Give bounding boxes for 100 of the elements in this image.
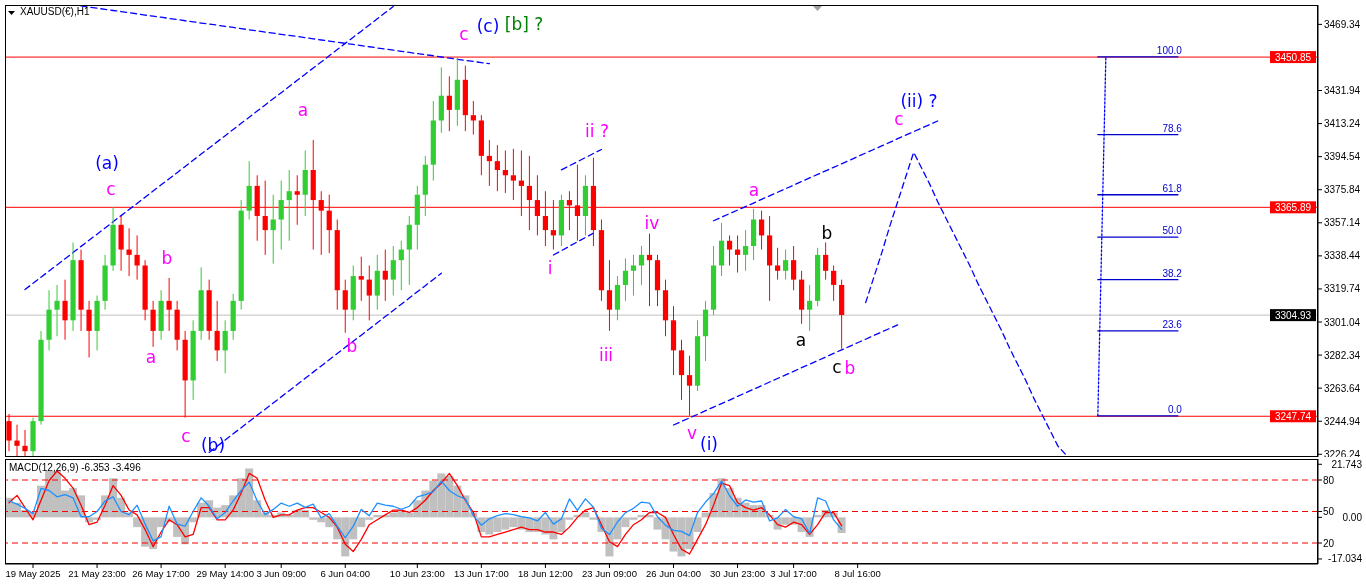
y-tick-label: 0.00 [1342, 511, 1363, 523]
annotation: [b] ? [504, 13, 544, 34]
series-label: 100.0 [1156, 44, 1183, 56]
candlestick [126, 227, 132, 277]
annotation: c [894, 108, 904, 129]
annotation: v [686, 422, 698, 443]
candlestick [638, 245, 645, 286]
series-label: 23.6 [1162, 318, 1183, 330]
x-tick-label: 30 Jun 23:00 [710, 567, 766, 579]
line-series [672, 324, 899, 426]
candlestick [86, 300, 92, 358]
candlestick [807, 284, 813, 332]
candlestick [758, 210, 765, 251]
candlestick [134, 234, 140, 281]
candlestick [398, 240, 404, 291]
y-tick-label: 3244.94 [1324, 415, 1361, 427]
y-tick-label: 3226.24 [1324, 448, 1361, 460]
annotation: ii ? [585, 120, 609, 141]
candlestick [510, 148, 516, 201]
series-label: 61.8 [1162, 182, 1183, 194]
candlestick [14, 424, 20, 457]
candlestick [286, 169, 292, 242]
series-label: 0.0 [1167, 403, 1183, 415]
candlestick [366, 264, 372, 321]
candlestick [823, 241, 829, 281]
x-tick-label: 21 May 23:00 [68, 567, 126, 579]
annotation: (b) [200, 434, 226, 455]
annotation: c [459, 23, 469, 44]
series-label: 38.2 [1162, 267, 1183, 279]
y-tick-label: 3469.34 [1324, 18, 1361, 30]
y-tick-label: 3413.24 [1324, 118, 1361, 130]
x-tick-label: 3 Jul 17:00 [770, 567, 817, 579]
x-tick-label: 26 Jun 04:00 [646, 567, 701, 579]
candlestick [62, 279, 68, 341]
x-tick-label: 3 Jun 09:00 [256, 567, 307, 579]
candlestick [446, 75, 452, 132]
candlestick [54, 284, 60, 337]
candlestick [630, 254, 637, 297]
y-tick-label: 3357.14 [1324, 217, 1361, 229]
annotation: i [547, 257, 553, 278]
candlestick [150, 300, 156, 348]
candlestick [622, 257, 629, 302]
series-label: 50.0 [1162, 225, 1183, 237]
y-tick-label: 3394.54 [1324, 151, 1361, 163]
annotation: b [821, 222, 833, 243]
annotation: b [161, 247, 173, 268]
x-tick-label: 26 May 17:00 [132, 567, 190, 579]
y2-tick-label: 20 [1323, 537, 1335, 549]
candlestick [390, 245, 396, 297]
x-tick-label: 8 Jul 16:00 [834, 567, 881, 579]
annotation: a [145, 346, 157, 367]
x-tick-label: 18 Jun 12:00 [517, 567, 573, 579]
candlestick [606, 259, 613, 332]
chart-title: XAUUSD(€),H1 [20, 6, 90, 18]
candlestick [342, 279, 348, 334]
y-tick-label: 21.743 [1331, 458, 1363, 470]
ref-line-label: 3247.74 [1274, 410, 1312, 422]
candlestick [22, 429, 28, 457]
annotation: (a) [95, 152, 119, 173]
annotation: iii [598, 344, 614, 365]
candlestick [774, 247, 781, 281]
candlestick [214, 300, 220, 362]
annotation: c [106, 178, 116, 199]
y-tick-label: 3338.44 [1324, 250, 1361, 262]
annotation: a [795, 329, 807, 350]
y-tick-label: 3319.74 [1324, 283, 1361, 295]
annotation: (i) [700, 433, 718, 454]
candlestick [791, 245, 797, 291]
annotation: c [832, 356, 842, 377]
annotation: b [844, 357, 856, 378]
y-tick-label: 3375.84 [1324, 184, 1361, 196]
candlestick [726, 234, 733, 266]
ref-line-label: 3365.89 [1274, 201, 1312, 213]
candlestick [382, 249, 388, 302]
candlestick [782, 249, 789, 281]
candlestick [358, 256, 364, 302]
annotation: iv [644, 212, 660, 233]
candlestick [222, 319, 228, 374]
x-tick-label: 10 Jun 23:00 [389, 567, 445, 579]
x-tick-label: 13 Jun 17:00 [453, 567, 509, 579]
series-label: 78.6 [1162, 122, 1183, 134]
line-series [865, 151, 1067, 456]
annotation: a [748, 179, 760, 200]
y-tick-label: 3282.34 [1324, 349, 1361, 361]
candlestick [166, 277, 172, 332]
y-tick-label: 3431.94 [1324, 85, 1361, 97]
chart-title: MACD(12,26,9) -6.353 -3.496 [9, 462, 141, 474]
ref-line-label: 3450.85 [1274, 51, 1312, 63]
line-series [560, 148, 603, 171]
candlestick [494, 144, 500, 192]
y2-tick-label: 80 [1323, 474, 1335, 486]
annotation: b [346, 335, 358, 356]
annotation: a [297, 99, 309, 120]
x-tick-label: 19 May 2025 [5, 567, 61, 579]
y-tick-label: 3263.64 [1324, 382, 1361, 394]
annotation: (ii) ? [900, 90, 938, 111]
annotation: c [181, 425, 191, 446]
candlestick [742, 229, 749, 272]
y-tick-label: -17.034 [1328, 553, 1363, 565]
candlestick [831, 264, 837, 302]
